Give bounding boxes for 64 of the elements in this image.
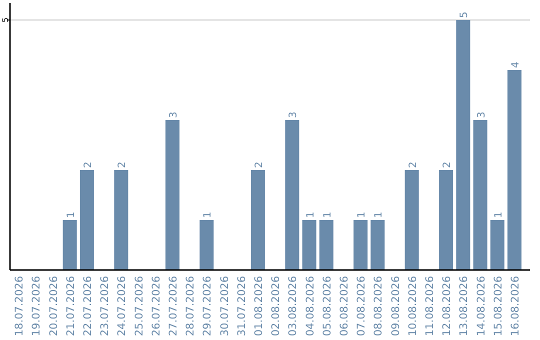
- data-label: 2: [254, 162, 265, 168]
- x-tick-label: 31.07.2026: [236, 276, 248, 336]
- data-label: 1: [305, 212, 316, 218]
- x-tick-label: 18.07.2026: [14, 276, 26, 336]
- data-label: 2: [117, 162, 128, 168]
- data-label: 1: [374, 212, 385, 218]
- x-tick-label: 11.08.2026: [424, 276, 436, 336]
- x-tick-label: 23.07.2026: [99, 276, 112, 336]
- data-label: 2: [82, 162, 94, 168]
- data-label: 5: [459, 12, 470, 18]
- bar: [114, 170, 128, 270]
- x-tick-label: 09.08.2026: [390, 276, 402, 336]
- x-tick-label: 05.08.2026: [321, 276, 334, 336]
- data-label: 1: [322, 212, 334, 218]
- bar: [165, 120, 180, 270]
- x-tick-label: 25.07.2026: [133, 276, 146, 336]
- bar: [370, 220, 385, 270]
- bar: [80, 170, 94, 270]
- x-tick-label: 30.07.2026: [218, 276, 231, 336]
- x-tick-label: 19.07.2026: [30, 276, 43, 336]
- bar: [302, 220, 316, 270]
- data-label: 2: [442, 162, 454, 168]
- x-tick-label: 07.08.2026: [356, 276, 368, 336]
- data-label: 3: [288, 112, 300, 118]
- data-label: 1: [66, 212, 77, 218]
- bar: [473, 120, 488, 270]
- bar: [490, 220, 504, 270]
- x-tick-label: 16.08.2026: [509, 276, 522, 336]
- x-tick-label: 28.07.2026: [184, 276, 197, 336]
- data-label: 2: [408, 162, 419, 168]
- x-tick-label: 02.08.2026: [270, 276, 282, 336]
- x-tick-label: 12.08.2026: [441, 276, 454, 336]
- bar: [354, 220, 368, 270]
- x-tick-label: 20.07.2026: [48, 276, 60, 336]
- bar: [507, 70, 522, 270]
- x-tick-label: 22.07.2026: [82, 276, 94, 336]
- bar: [285, 120, 300, 270]
- bar: [250, 170, 265, 270]
- data-label: 1: [202, 212, 214, 218]
- bar: [200, 220, 214, 270]
- data-label: 4: [510, 62, 522, 68]
- bar: [62, 220, 77, 270]
- data-label: 1: [493, 212, 504, 218]
- x-tick-label: 04.08.2026: [304, 276, 316, 336]
- bar: [439, 170, 454, 270]
- x-tick-label: 13.08.2026: [458, 276, 470, 336]
- x-tick-label: 03.08.2026: [287, 276, 300, 336]
- bar: [319, 220, 334, 270]
- x-tick-label: 14.08.2026: [475, 276, 488, 336]
- x-tick-label: 01.08.2026: [252, 276, 265, 336]
- x-tick-label: 24.07.2026: [116, 276, 128, 336]
- x-tick-label: 27.07.2026: [167, 276, 180, 336]
- x-tick-label: 08.08.2026: [372, 276, 385, 336]
- data-label: 1: [356, 212, 368, 218]
- x-tick-label: 26.07.2026: [150, 276, 162, 336]
- x-tick-label: 15.08.2026: [492, 276, 504, 336]
- x-tick-label: 29.07.2026: [202, 276, 214, 336]
- x-tick-label: 06.08.2026: [338, 276, 350, 336]
- data-label: 3: [168, 112, 180, 118]
- bar: [404, 170, 419, 270]
- x-tick-label: 21.07.2026: [64, 276, 77, 336]
- x-tick-label: 10.08.2026: [406, 276, 419, 336]
- data-label: 3: [476, 112, 488, 118]
- bar: [456, 20, 470, 270]
